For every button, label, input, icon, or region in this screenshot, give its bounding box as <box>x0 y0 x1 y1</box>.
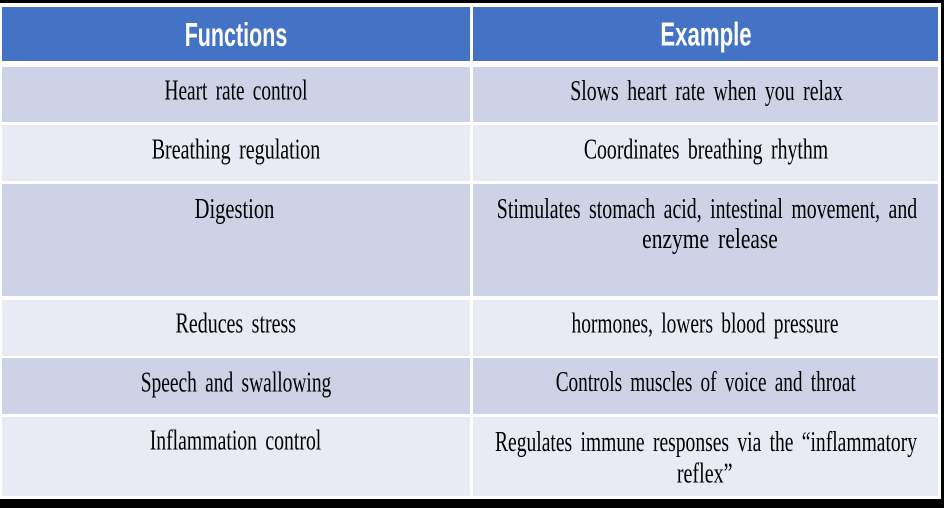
svg-text:enzyme release: enzyme release <box>642 224 778 255</box>
svg-text:Stimulates stomach acid, intes: Stimulates stomach acid, intestinal move… <box>497 194 917 225</box>
svg-text:Speech and swallowing: Speech and swallowing <box>141 367 332 398</box>
svg-text:Example: Example <box>660 16 751 53</box>
svg-text:Reduces stress: Reduces stress <box>176 309 297 340</box>
svg-text:Breathing regulation: Breathing regulation <box>152 134 321 165</box>
svg-text:Inflammation control: Inflammation control <box>150 425 322 456</box>
svg-text:reflex”: reflex” <box>677 459 733 490</box>
svg-text:Slows heart rate when you rela: Slows heart rate when you relax <box>570 76 843 107</box>
svg-text:Controls muscles of voice and: Controls muscles of voice and throat <box>556 367 856 398</box>
svg-text:Heart rate control: Heart rate control <box>165 75 308 106</box>
svg-text:Digestion: Digestion <box>195 194 275 225</box>
svg-text:hormones, lowers blood pressur: hormones, lowers blood pressure <box>572 308 839 339</box>
svg-text:Regulates immune responses via: Regulates immune responses via the “infl… <box>495 427 918 458</box>
svg-text:Coordinates breathing rhythm: Coordinates breathing rhythm <box>584 135 828 166</box>
svg-text:Functions: Functions <box>185 16 288 53</box>
